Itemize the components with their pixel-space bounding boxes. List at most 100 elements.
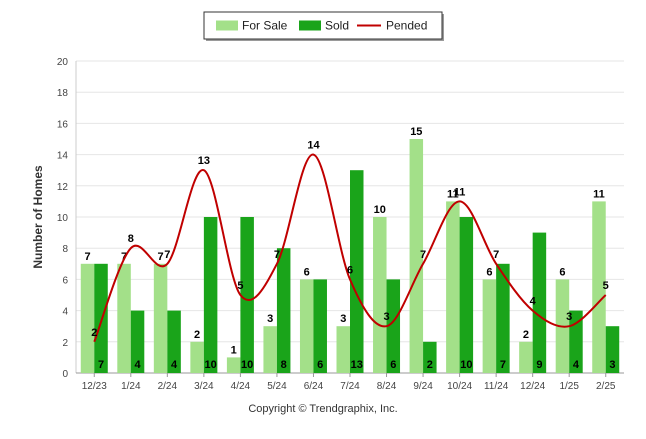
y-tick-label: 8 (62, 244, 68, 255)
bar-sold (496, 263, 510, 373)
data-label-for-sale: 6 (304, 266, 310, 278)
legend-swatch-for-sale (216, 20, 238, 31)
y-tick-label: 0 (62, 369, 68, 380)
bar-sold (313, 279, 327, 373)
x-tick-label: 12/24 (520, 381, 545, 392)
data-label-pended: 7 (164, 249, 170, 261)
x-tick-label: 9/24 (413, 381, 433, 392)
data-label-sold: 3 (609, 359, 615, 371)
data-label-sold: 6 (390, 359, 396, 371)
data-label-sold: 7 (98, 359, 104, 371)
data-label-for-sale: 7 (121, 251, 127, 263)
bar-sold (459, 217, 474, 373)
copyright-text: Copyright © Trendgraphix, Inc. (248, 403, 398, 415)
bar-for-sale (482, 279, 497, 373)
x-tick-label: 5/24 (267, 381, 287, 392)
data-label-for-sale: 7 (84, 251, 90, 263)
y-tick-label: 4 (62, 307, 68, 318)
bar-sold (203, 217, 218, 373)
data-label-sold: 13 (351, 359, 363, 371)
data-label-pended: 7 (274, 249, 280, 261)
bar-sold (130, 310, 145, 373)
x-tick-label: 10/24 (447, 381, 472, 392)
data-label-for-sale: 3 (340, 313, 346, 325)
x-tick-label: 2/25 (596, 381, 616, 392)
data-label-sold: 10 (241, 359, 253, 371)
data-label-pended: 11 (454, 186, 466, 198)
bar-for-sale (263, 326, 277, 373)
bar-sold (94, 263, 108, 373)
x-tick-label: 3/24 (194, 381, 214, 392)
x-tick-label: 11/24 (484, 381, 509, 392)
data-label-for-sale: 1 (231, 344, 237, 356)
data-label-sold: 10 (204, 359, 216, 371)
data-label-pended: 3 (383, 311, 389, 323)
legend-label-pended: Pended (386, 19, 427, 33)
bar-sold (423, 341, 437, 373)
bar-for-sale (336, 326, 350, 373)
bar-for-sale (592, 201, 606, 373)
data-label-pended: 4 (530, 296, 537, 308)
bar-sold (350, 170, 364, 373)
data-label-pended: 7 (493, 249, 499, 261)
bar-sold (240, 217, 254, 373)
bar-for-sale (409, 139, 424, 373)
legend (203, 11, 443, 40)
legend-label-sold: Sold (325, 19, 349, 33)
x-tick-label: 1/24 (121, 381, 141, 392)
data-label-pended: 3 (566, 311, 572, 323)
x-tick-label: 4/24 (231, 381, 251, 392)
data-label-sold: 7 (500, 359, 506, 371)
data-label-sold: 8 (281, 359, 287, 371)
data-label-for-sale: 11 (593, 188, 605, 200)
data-label-pended: 7 (420, 249, 426, 261)
bar-for-sale (190, 341, 204, 373)
x-tick-label: 7/24 (340, 381, 360, 392)
data-label-for-sale: 6 (559, 266, 565, 278)
y-tick-label: 10 (57, 213, 69, 224)
bar-sold (167, 310, 181, 373)
bar-for-sale (153, 263, 168, 373)
bar-for-sale (226, 357, 241, 373)
data-label-pended: 2 (91, 327, 97, 339)
bar-sold (276, 248, 291, 373)
legend-swatch-sold (299, 20, 321, 31)
y-tick-label: 20 (57, 57, 69, 68)
data-label-sold: 4 (171, 359, 178, 371)
data-label-pended: 8 (128, 233, 134, 245)
data-label-sold: 9 (536, 359, 542, 371)
y-tick-label: 2 (62, 338, 68, 349)
y-tick-label: 6 (62, 275, 68, 286)
data-label-sold: 2 (427, 359, 433, 371)
data-label-sold: 6 (317, 359, 323, 371)
y-tick-label: 16 (57, 119, 69, 130)
bar-for-sale (299, 279, 314, 373)
data-label-for-sale: 10 (374, 204, 386, 216)
data-label-for-sale: 7 (158, 251, 164, 263)
bar-for-sale (80, 263, 95, 373)
y-tick-label: 12 (57, 182, 69, 193)
bar-sold (605, 326, 620, 373)
data-label-pended: 14 (307, 140, 320, 152)
bar-for-sale (373, 217, 387, 373)
y-tick-label: 18 (57, 88, 69, 99)
data-label-for-sale: 2 (523, 329, 529, 341)
bar-for-sale (446, 201, 460, 373)
y-axis-label: Number of Homes (31, 165, 45, 269)
data-label-sold: 10 (460, 359, 472, 371)
x-tick-label: 8/24 (377, 381, 397, 392)
bar-sold (532, 232, 547, 373)
data-label-for-sale: 3 (267, 313, 273, 325)
x-tick-label: 2/24 (158, 381, 178, 392)
data-label-for-sale: 6 (486, 266, 492, 278)
data-label-sold: 4 (573, 359, 580, 371)
bar-for-sale (519, 341, 533, 373)
y-tick-label: 14 (57, 151, 69, 162)
data-label-for-sale: 15 (410, 126, 422, 138)
bar-sold (569, 310, 583, 373)
legend-label-for-sale: For Sale (242, 19, 288, 33)
x-tick-label: 6/24 (304, 381, 324, 392)
bar-for-sale (117, 263, 131, 373)
